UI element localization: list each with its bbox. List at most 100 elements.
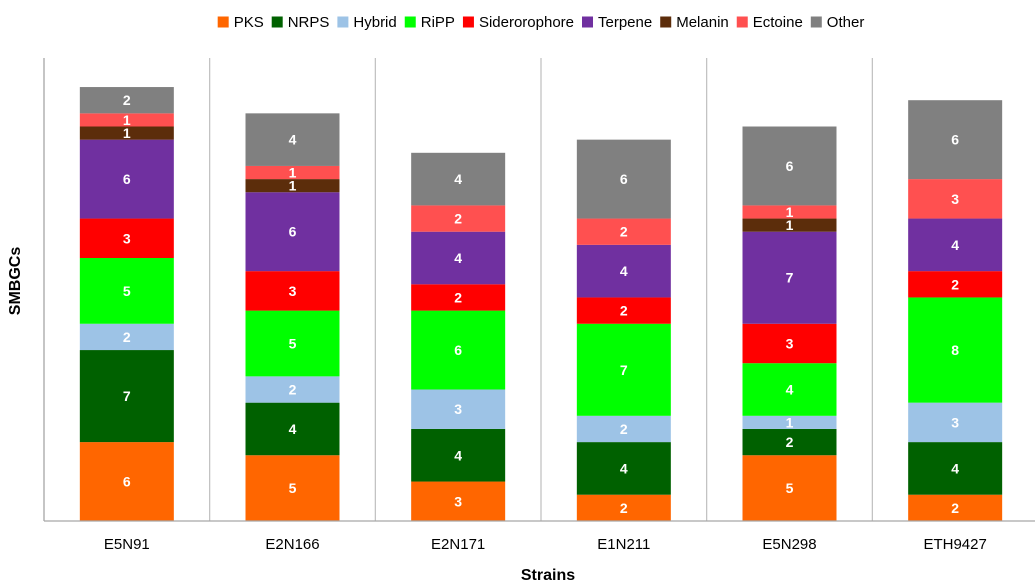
x-tick-label: ETH9427 xyxy=(923,536,986,553)
data-label: 2 xyxy=(454,289,462,305)
bar-segment-ripp xyxy=(411,310,506,390)
legend-swatch xyxy=(582,16,593,28)
bar-segment-siderorophore xyxy=(411,284,506,311)
x-tick-label: E2N166 xyxy=(265,536,319,553)
data-label: 6 xyxy=(454,342,462,358)
legend-swatch xyxy=(337,16,349,28)
axes xyxy=(43,58,1035,522)
data-label: 3 xyxy=(123,230,131,246)
legend-item-siderorophore: Siderorophore xyxy=(462,14,574,31)
bar-segment-nrps xyxy=(79,350,174,443)
bar-segment-other xyxy=(908,100,1003,180)
legend-swatch xyxy=(462,16,474,28)
bar-segment-terpene xyxy=(245,192,340,272)
legend-label: Hybrid xyxy=(353,14,396,31)
data-label: 4 xyxy=(454,250,462,266)
category-separators xyxy=(209,58,873,521)
data-label: 7 xyxy=(620,362,628,378)
legend-label: Melanin xyxy=(676,14,729,31)
data-label: 6 xyxy=(951,132,959,148)
bar-segment-other xyxy=(79,87,174,114)
data-label: 3 xyxy=(454,401,462,417)
data-label: 1 xyxy=(786,217,794,233)
bar-segment-hybrid xyxy=(908,402,1003,443)
data-label: 2 xyxy=(951,276,959,292)
legend-item-terpene: Terpene xyxy=(582,14,652,31)
bar-segment-pks xyxy=(742,455,837,521)
bar-stack-eth9427: 2 4 3 8 2 4 3 6 xyxy=(908,100,1003,521)
data-label: 4 xyxy=(620,263,628,279)
bar-segment-pks xyxy=(576,494,671,521)
data-label: 6 xyxy=(123,474,131,490)
bars: 6725361125425361143436242424272426521437… xyxy=(79,87,1003,521)
data-label: 7 xyxy=(786,270,794,286)
legend-label: Siderorophore xyxy=(479,14,574,31)
x-tick-label: E2N171 xyxy=(431,536,485,553)
legend-label: Terpene xyxy=(598,14,652,31)
data-label: 4 xyxy=(620,460,628,476)
bar-segment-nrps xyxy=(576,442,671,495)
bar-segment-siderorophore xyxy=(245,271,340,311)
data-label: 2 xyxy=(951,500,959,516)
data-label: 1 xyxy=(786,414,794,430)
bar-segment-melanin xyxy=(79,126,174,140)
data-label: 7 xyxy=(123,388,131,404)
bar-segment-ectoine xyxy=(908,179,1003,219)
data-label: 1 xyxy=(289,178,297,194)
bar-segment-ripp xyxy=(79,258,174,324)
bar-segment-pks xyxy=(908,494,1003,521)
bar-stack-e2n171: 3 4 3 6 2 4 2 4 xyxy=(411,152,506,521)
bar-segment-other xyxy=(245,113,340,166)
data-label: 2 xyxy=(620,500,628,516)
legend-label: Other xyxy=(827,14,865,31)
data-label: 2 xyxy=(620,224,628,240)
x-axis-title: Strains xyxy=(521,567,575,584)
bar-segment-ectoine xyxy=(245,165,340,180)
bar-segment-terpene xyxy=(742,231,837,324)
data-label: 4 xyxy=(289,421,297,437)
bar-segment-ectoine xyxy=(411,205,506,232)
data-label: 1 xyxy=(786,204,794,220)
bar-segment-ripp xyxy=(576,323,671,416)
bar-segment-hybrid xyxy=(79,323,174,351)
legend: PKS NRPS Hybrid RiPP Siderorophore Terpene Mel… xyxy=(217,14,865,31)
legend-swatch xyxy=(736,16,748,28)
data-label: 6 xyxy=(289,224,297,240)
data-label: 1 xyxy=(123,112,131,128)
legend-item-ripp: RiPP xyxy=(404,14,455,31)
data-label: 4 xyxy=(951,460,959,476)
bar-segment-other xyxy=(742,126,837,206)
data-label: 2 xyxy=(620,421,628,437)
data-label: 4 xyxy=(454,171,462,187)
data-label: 2 xyxy=(786,434,794,450)
legend-label: Ectoine xyxy=(753,14,803,31)
bar-segment-siderorophore xyxy=(908,271,1003,298)
legend-label: NRPS xyxy=(288,14,330,31)
bar-segment-siderorophore xyxy=(576,297,671,324)
data-label: 2 xyxy=(123,329,131,345)
legend-item-ectoine: Ectoine xyxy=(736,14,803,31)
x-tick-label: E5N298 xyxy=(762,536,816,553)
data-label: 1 xyxy=(289,165,297,181)
x-tick-label: E5N91 xyxy=(104,536,150,553)
bar-segment-terpene xyxy=(576,244,671,298)
bar-segment-terpene xyxy=(411,231,506,285)
bar-segment-ripp xyxy=(908,297,1003,403)
bar-segment-ectoine xyxy=(79,113,174,127)
bar-segment-other xyxy=(576,139,671,219)
bar-segment-melanin xyxy=(742,218,837,232)
data-label: 8 xyxy=(951,342,959,358)
data-label: 2 xyxy=(123,92,131,108)
data-label: 2 xyxy=(289,382,297,398)
bar-segment-pks xyxy=(245,455,340,521)
legend-swatch xyxy=(660,16,672,28)
legend-swatch xyxy=(810,16,822,28)
data-label: 3 xyxy=(951,191,959,207)
data-label: 6 xyxy=(123,171,131,187)
bar-segment-ripp xyxy=(245,310,340,377)
legend-item-nrps: NRPS xyxy=(271,14,330,31)
data-label: 4 xyxy=(786,382,794,398)
data-label: 5 xyxy=(289,480,297,496)
legend-item-hybrid: Hybrid xyxy=(337,14,397,31)
